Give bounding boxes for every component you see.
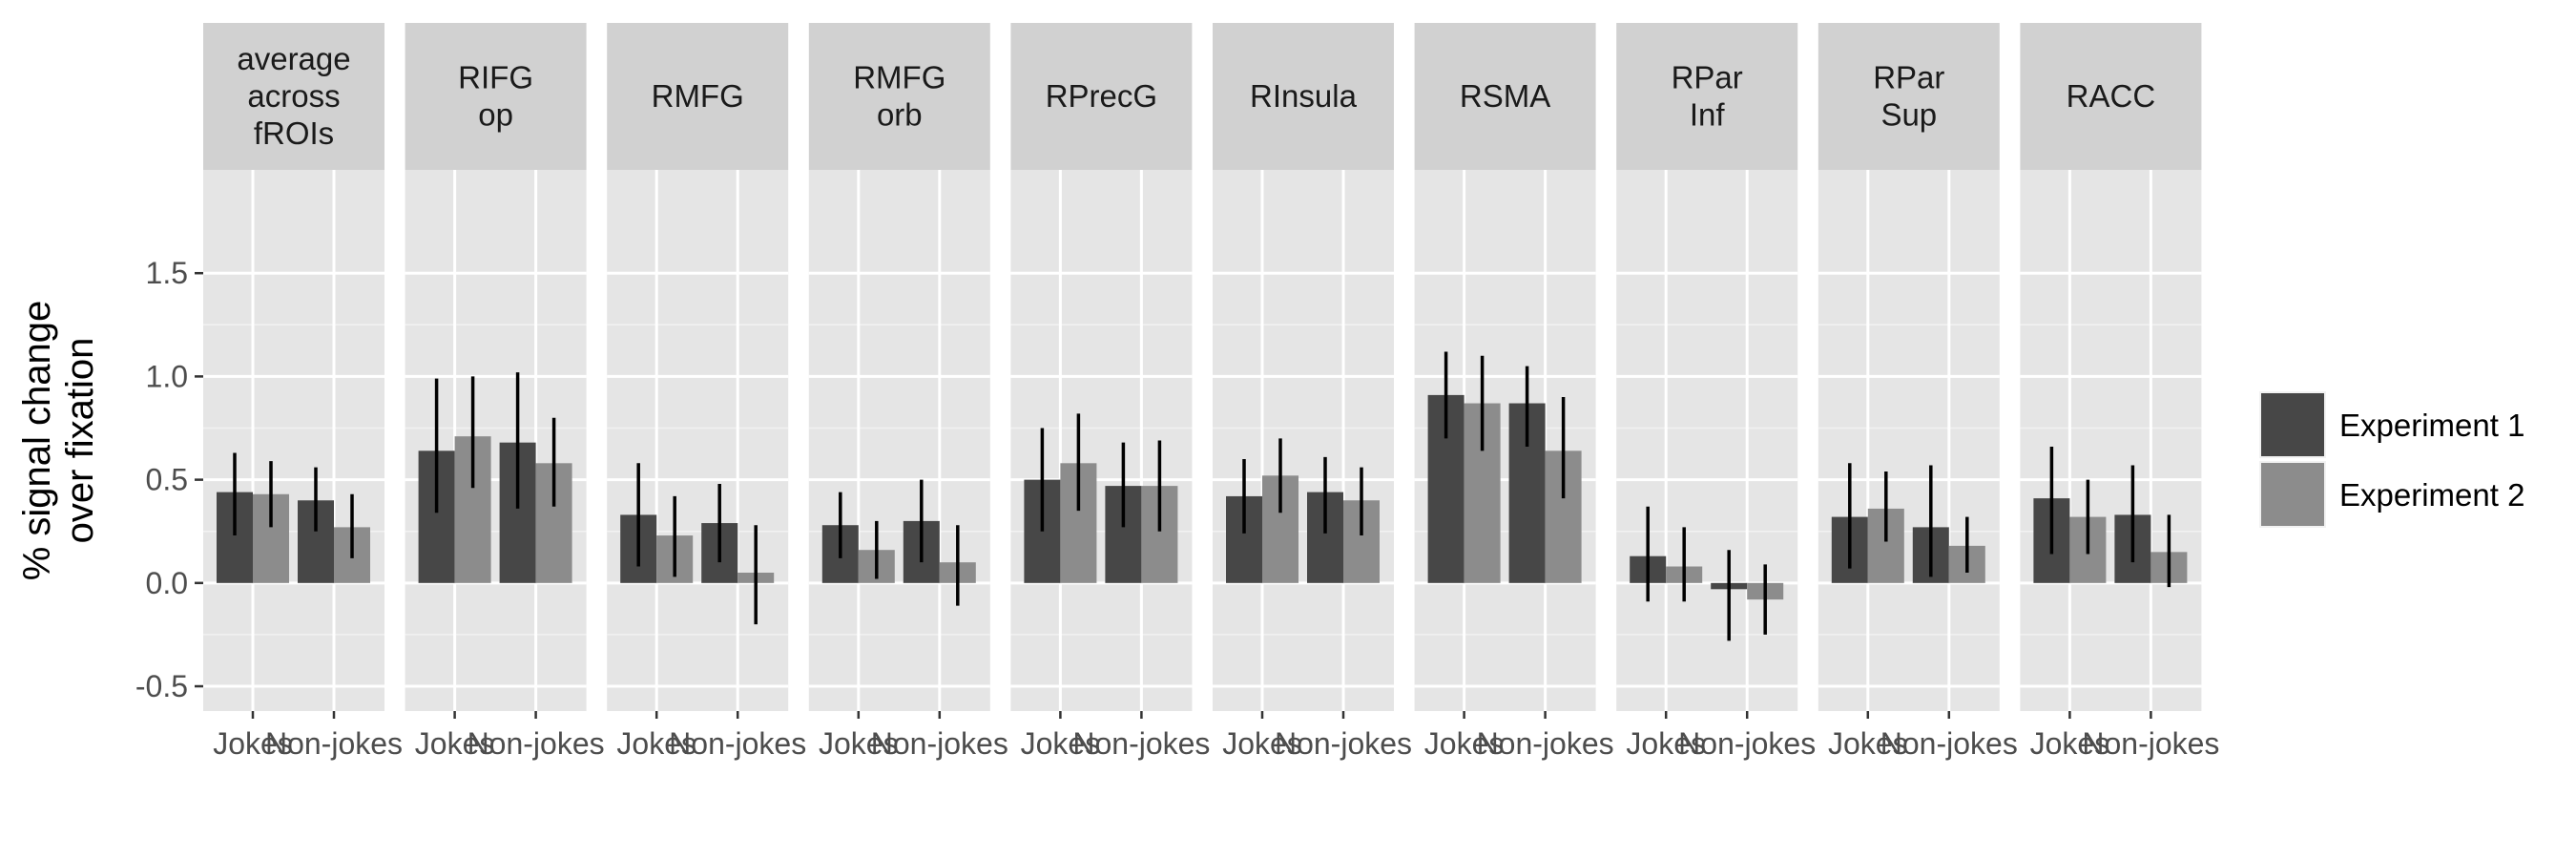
x-tick-label: Non-jokes — [467, 726, 605, 761]
facet-strip — [203, 23, 384, 170]
facet-strip — [1616, 23, 1798, 170]
facet-strip — [1818, 23, 2000, 170]
facet-strip — [607, 23, 789, 170]
x-tick-label: Jokes — [1222, 726, 1302, 761]
x-tick-label: Non-jokes — [2082, 726, 2219, 761]
x-tick-label: Non-jokes — [669, 726, 806, 761]
y-tick-label: -0.5 — [135, 669, 188, 703]
y-axis-title-line: over fixation — [59, 338, 101, 544]
facet-strip — [405, 23, 587, 170]
facet-title: RInsula — [1250, 78, 1358, 114]
y-tick-label: 0.0 — [146, 566, 188, 600]
facet-strip — [808, 23, 990, 170]
legend-swatch — [2261, 463, 2324, 526]
facet-title: op — [478, 97, 513, 133]
x-tick-label: Non-jokes — [1880, 726, 2018, 761]
panel-background — [1818, 170, 2000, 711]
facet-title: RSMA — [1460, 78, 1550, 114]
facet-title: Inf — [1690, 97, 1726, 133]
facet-panels: averageacrossfROIsJokesNon-jokesRIFGopJo… — [203, 23, 2219, 761]
panel-background — [405, 170, 587, 711]
facet-title: RACC — [2067, 78, 2156, 114]
facet-title: fROIs — [254, 115, 334, 151]
y-axis-title: % signal change over fixation — [16, 301, 101, 581]
facet-title: across — [247, 78, 340, 114]
x-tick-label: Jokes — [819, 726, 899, 761]
y-axis-title-line: % signal change — [16, 301, 58, 581]
x-tick-label: Non-jokes — [1477, 726, 1614, 761]
facet-title: RPar — [1672, 60, 1743, 95]
legend-label: Experiment 2 — [2339, 477, 2524, 513]
panel-background — [607, 170, 789, 711]
x-tick-label: Non-jokes — [265, 726, 403, 761]
facet-strip — [1414, 23, 1596, 170]
facet-title: RPrecG — [1046, 78, 1157, 114]
x-tick-label: Jokes — [2030, 726, 2110, 761]
y-tick-label: 1.0 — [146, 359, 188, 393]
facet-title: RPar — [1873, 60, 1944, 95]
panel-background — [203, 170, 384, 711]
x-tick-label: Non-jokes — [1678, 726, 1816, 761]
facet-title: RIFG — [458, 60, 533, 95]
panel-background — [1213, 170, 1394, 711]
facet-title: RMFG — [853, 60, 945, 95]
y-axis: -0.5 0.0 0.5 1.0 1.5 — [135, 256, 203, 703]
x-tick-label: Non-jokes — [1072, 726, 1210, 761]
facet-title: RMFG — [652, 78, 744, 114]
panel-background — [1010, 170, 1193, 711]
facet-strip — [1010, 23, 1193, 170]
facet-strip — [2020, 23, 2202, 170]
facet-title: Sup — [1880, 97, 1937, 133]
x-tick-label: Jokes — [1626, 726, 1706, 761]
x-tick-label: Jokes — [213, 726, 293, 761]
facet-strip — [1213, 23, 1394, 170]
x-tick-label: Jokes — [1828, 726, 1908, 761]
legend-swatch — [2261, 393, 2324, 456]
x-tick-label: Jokes — [415, 726, 495, 761]
panel-background — [2020, 170, 2202, 711]
x-tick-label: Jokes — [1021, 726, 1101, 761]
panel-background — [808, 170, 990, 711]
legend: Experiment 1 Experiment 2 — [2259, 391, 2524, 528]
x-tick-label: Jokes — [616, 726, 696, 761]
facet-title: average — [237, 41, 350, 76]
y-tick-label: 0.5 — [146, 463, 188, 497]
x-tick-label: Non-jokes — [1275, 726, 1412, 761]
facet-title: orb — [877, 97, 923, 133]
panel-background — [1616, 170, 1798, 711]
legend-label: Experiment 1 — [2339, 408, 2524, 443]
x-tick-label: Non-jokes — [871, 726, 1008, 761]
x-tick-label: Jokes — [1424, 726, 1505, 761]
y-tick-label: 1.5 — [146, 256, 188, 290]
